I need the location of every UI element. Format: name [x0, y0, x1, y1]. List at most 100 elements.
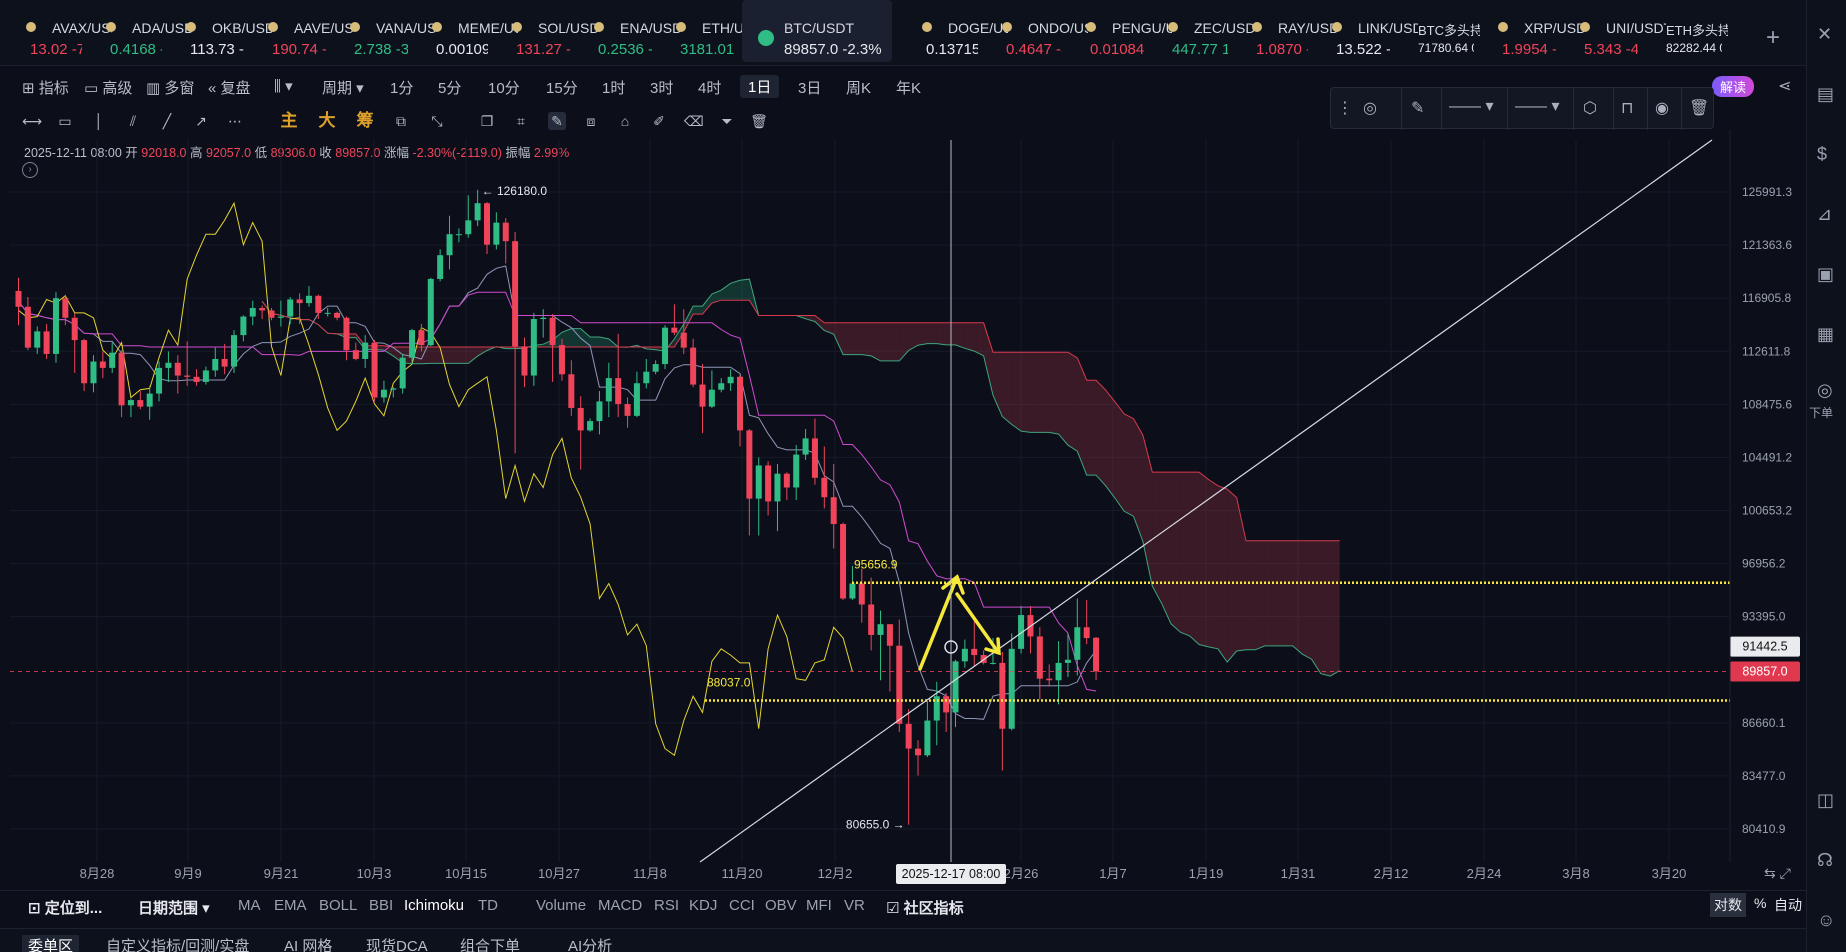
- tab-combo-order[interactable]: 组合下单: [460, 938, 521, 952]
- ind-obv[interactable]: OBV: [765, 897, 797, 914]
- ticker-item[interactable]: VANA/USDT 2.738 -3.: [324, 0, 436, 62]
- ticker-item[interactable]: PENGU/USDT 0.010849: [1060, 0, 1172, 62]
- brush-icon[interactable]: ✎: [548, 112, 566, 130]
- ind-ichimoku[interactable]: Ichimoku: [404, 897, 465, 914]
- ind-rsi[interactable]: RSI: [654, 897, 680, 914]
- ticker-item[interactable]: OKB/USDT 113.73 -3: [160, 0, 272, 62]
- delete-drawing-icon[interactable]: 🗑: [1689, 100, 1710, 117]
- interval-1h[interactable]: 1时: [602, 80, 626, 97]
- chart-icon[interactable]: ⊿: [1817, 204, 1833, 224]
- ind-macd[interactable]: MACD: [598, 897, 643, 914]
- ind-vr[interactable]: VR: [844, 897, 865, 914]
- line-width-select[interactable]: —— ▾: [1449, 98, 1494, 115]
- interval-week[interactable]: 周K: [846, 80, 872, 97]
- trend-line-icon[interactable]: ╱: [162, 113, 172, 129]
- ticker-item[interactable]: LINK/USDT 13.522 -4: [1306, 0, 1418, 62]
- order-icon[interactable]: ◎: [1817, 380, 1833, 400]
- copy-icon[interactable]: ❐: [480, 113, 494, 129]
- advanced-button[interactable]: ▭ 高级: [84, 80, 133, 97]
- ticker-item[interactable]: AAVE/USDT 190.74 -3: [242, 0, 354, 62]
- date-range-select[interactable]: 日期范围 ▾: [138, 900, 210, 917]
- main-chart-toggle[interactable]: 主: [280, 111, 298, 130]
- ticker-item[interactable]: AVAX/USDT 13.02 -7.: [0, 0, 112, 62]
- interval-4h[interactable]: 4时: [698, 80, 722, 97]
- log-scale-toggle[interactable]: 对数: [1710, 893, 1746, 917]
- more-tools-icon[interactable]: ⋯: [228, 113, 242, 129]
- ticker-item[interactable]: DOGE/USDT 0.13715 -: [896, 0, 1008, 62]
- filter-icon[interactable]: ⏷: [721, 113, 733, 129]
- interval-10m[interactable]: 10分: [488, 80, 520, 97]
- ticker-item[interactable]: ONDO/USDT 0.4647 -5: [976, 0, 1088, 62]
- magnet-icon[interactable]: ⧉: [396, 113, 406, 129]
- eraser-icon[interactable]: ⌫: [684, 113, 704, 129]
- ai-interpret-badge[interactable]: 解读: [1712, 76, 1755, 97]
- auto-scale-toggle[interactable]: 自动: [1774, 897, 1802, 913]
- lock-icon[interactable]: ⌂: [620, 113, 630, 129]
- expand-indicators-icon[interactable]: ›: [22, 162, 38, 178]
- ticker-item[interactable]: ADA/USDT 0.4168 -8: [80, 0, 192, 62]
- ticker-item[interactable]: XRP/USDT 1.9954 -2: [1472, 0, 1584, 62]
- tab-custom-indicators[interactable]: 自定义指标/回测/实盘: [106, 938, 250, 952]
- ray-icon[interactable]: ↗: [195, 113, 207, 129]
- ticker-item[interactable]: BTC/USDT 89857.0 -2.3%: [742, 0, 892, 62]
- interval-15m[interactable]: 15分: [546, 80, 578, 97]
- ticker-item[interactable]: ETH多头持1 82282.44 0.: [1636, 0, 1728, 62]
- locate-button[interactable]: ⊡ 定位到...: [28, 900, 103, 917]
- share-icon[interactable]: ⋖: [1778, 78, 1792, 95]
- ticker-item[interactable]: UNI/USDT 5.343 -4.: [1554, 0, 1666, 62]
- ind-cci[interactable]: CCI: [729, 897, 755, 914]
- indicators-button[interactable]: ⊞ 指标: [22, 80, 69, 97]
- ticker-item[interactable]: SOL/USDT 131.27 -3: [486, 0, 598, 62]
- tab-spot-dca[interactable]: 现货DCA: [366, 938, 428, 952]
- ticker-item[interactable]: ENA/USDT 0.2536 -2: [568, 0, 680, 62]
- horizontal-ray-icon[interactable]: ⟷: [22, 113, 43, 129]
- drag-handle-icon[interactable]: ⋮: [1337, 100, 1353, 117]
- ticker-item[interactable]: MEME/USDT 0.001094: [406, 0, 518, 62]
- interval-year[interactable]: 年K: [896, 80, 922, 97]
- multi-window-button[interactable]: ▥ 多窗: [146, 80, 195, 97]
- line-style-select[interactable]: —— ▾: [1515, 98, 1560, 115]
- ind-ema[interactable]: EMA: [274, 897, 307, 914]
- doc-icon[interactable]: ▤: [1817, 84, 1835, 104]
- headset-icon[interactable]: ☊: [1817, 850, 1833, 870]
- ticker-item[interactable]: BTC多头持1 71780.64 0.: [1388, 0, 1480, 62]
- interval-1d[interactable]: 1日: [740, 75, 780, 98]
- dollar-icon[interactable]: $: [1817, 144, 1828, 164]
- add-ticker-icon[interactable]: +: [1766, 24, 1781, 51]
- lock-drawing-icon[interactable]: ⊓: [1621, 100, 1634, 117]
- ind-td[interactable]: TD: [478, 897, 498, 914]
- period-select[interactable]: 周期 ▾: [322, 80, 364, 97]
- tab-ai-grid[interactable]: AI 网格: [284, 938, 333, 952]
- ind-ma[interactable]: MA: [238, 897, 261, 914]
- ind-volume[interactable]: Volume: [536, 897, 587, 914]
- rectangle-icon[interactable]: ▭: [58, 113, 72, 129]
- visibility-icon[interactable]: ◉: [1655, 100, 1669, 117]
- interval-1m[interactable]: 1分: [390, 80, 414, 97]
- table-icon[interactable]: ▦: [1817, 324, 1835, 344]
- support-icon[interactable]: ☺: [1817, 910, 1836, 930]
- community-indicators-button[interactable]: ☑ 社区指标: [886, 900, 964, 917]
- vertical-line-icon[interactable]: │: [94, 113, 104, 129]
- tab-orders[interactable]: 委单区: [22, 935, 80, 952]
- trash-icon[interactable]: 🗑: [750, 113, 768, 129]
- chart-type-button[interactable]: ⫼ ▾: [274, 77, 293, 95]
- channel-icon[interactable]: ⫽: [129, 113, 137, 129]
- big-order-toggle[interactable]: 大: [318, 111, 336, 130]
- monitor-icon[interactable]: ▣: [1817, 264, 1835, 284]
- interval-3d[interactable]: 3日: [798, 80, 822, 97]
- layout-icon[interactable]: ◫: [1817, 790, 1835, 810]
- edit-icon[interactable]: ✐: [653, 113, 665, 129]
- ind-boll[interactable]: BOLL: [319, 897, 358, 914]
- ind-mfi[interactable]: MFI: [806, 897, 832, 914]
- settings-icon[interactable]: ⬡: [1583, 100, 1597, 117]
- order-label[interactable]: 下单: [1809, 406, 1834, 420]
- interval-3h[interactable]: 3时: [650, 80, 674, 97]
- pen-color-icon[interactable]: ✎: [1411, 100, 1425, 117]
- template-icon[interactable]: ◎: [1363, 100, 1377, 117]
- ruler-icon[interactable]: ⌗: [517, 113, 525, 129]
- ticker-item[interactable]: ZEC/USDT 447.77 1(: [1142, 0, 1254, 62]
- close-icon[interactable]: ✕: [1817, 24, 1833, 44]
- chips-toggle[interactable]: 筹: [356, 111, 374, 130]
- measure-icon[interactable]: ⤡: [431, 113, 443, 129]
- percent-scale-toggle[interactable]: %: [1754, 895, 1767, 911]
